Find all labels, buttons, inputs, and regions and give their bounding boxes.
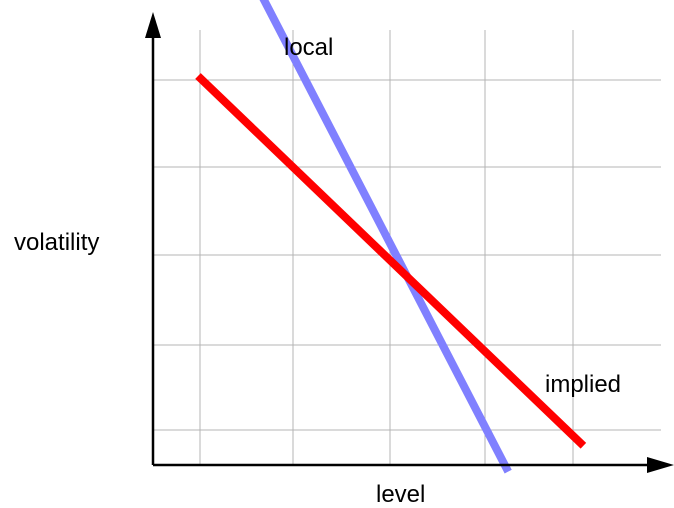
- y-axis-label: volatility: [14, 229, 99, 256]
- series-line-implied: [195, 73, 587, 449]
- series-layer: [195, 0, 587, 474]
- y-axis-arrow-icon: [145, 12, 161, 38]
- axes: [145, 12, 674, 473]
- series-line-local: [259, 0, 512, 474]
- grid: [153, 30, 661, 465]
- x-axis-label: level: [376, 481, 425, 508]
- series-label-implied: implied: [545, 371, 621, 398]
- series-label-local: local: [284, 34, 333, 61]
- x-axis-arrow-icon: [647, 457, 674, 473]
